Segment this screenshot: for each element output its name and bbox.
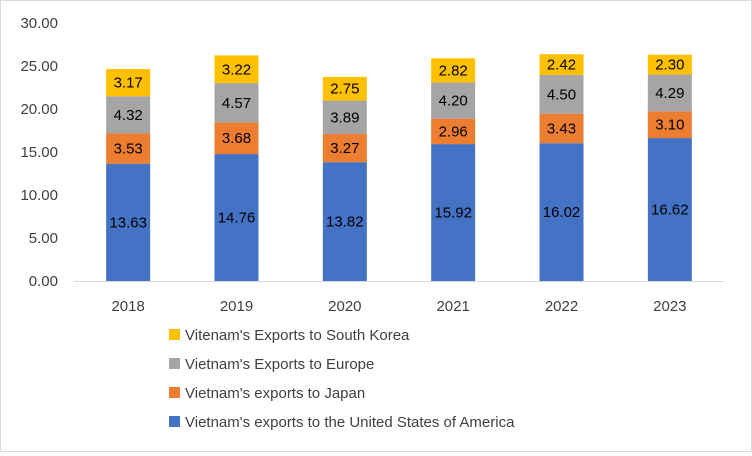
data-label: 3.27 <box>330 140 359 157</box>
x-tick-label: 2019 <box>220 298 253 315</box>
y-tick-label: 30.00 <box>20 15 58 32</box>
bar-segment <box>322 76 367 101</box>
bar-segment <box>214 122 259 155</box>
bar-segment <box>539 143 584 281</box>
bar-segment <box>431 58 476 83</box>
legend-label: Vietnam's exports to Japan <box>185 385 365 402</box>
data-label: 2.75 <box>330 81 359 98</box>
data-label: 2.96 <box>439 123 468 140</box>
data-label: 3.43 <box>547 120 576 137</box>
bar-segment <box>106 96 151 134</box>
x-tick-label: 2023 <box>653 298 686 315</box>
legend-swatch <box>169 329 180 340</box>
y-tick-label: 20.00 <box>20 101 58 118</box>
bar-segment <box>647 111 692 139</box>
bar-segment <box>322 134 367 163</box>
data-label: 4.50 <box>547 86 576 103</box>
legend-label: Vietnam's exports to the United States o… <box>185 414 515 431</box>
data-label: 3.17 <box>114 75 143 92</box>
data-label: 2.82 <box>439 62 468 79</box>
y-tick-label: 15.00 <box>20 144 58 161</box>
legend-label: Vitenam's Exports to South Korea <box>185 327 410 344</box>
legend: Vitenam's Exports to South Korea Vietnam'… <box>169 327 515 431</box>
legend-swatch <box>169 416 180 427</box>
y-tick-label: 10.00 <box>20 187 58 204</box>
bar-segment <box>214 154 259 281</box>
x-axis: 2018 2019 2020 2021 2022 2023 <box>74 281 724 315</box>
bar-segment <box>431 144 476 281</box>
data-label: 3.89 <box>330 109 359 126</box>
data-label: 3.22 <box>222 61 251 78</box>
data-label: 4.57 <box>222 95 251 112</box>
data-label: 4.20 <box>439 93 468 110</box>
bar-segment <box>214 55 259 84</box>
bar-segment <box>214 83 259 123</box>
data-label: 3.53 <box>114 141 143 158</box>
bar-segment <box>106 163 151 281</box>
legend-swatch <box>169 358 180 369</box>
bar-segment <box>106 133 151 164</box>
bar-segment <box>431 82 476 119</box>
data-label: 3.10 <box>655 117 684 134</box>
bar-segment <box>647 74 692 112</box>
data-label: 14.76 <box>218 210 256 227</box>
data-label: 2.42 <box>547 57 576 74</box>
data-label: 3.68 <box>222 130 251 147</box>
bar-segment <box>322 162 367 281</box>
data-label: 16.02 <box>543 204 581 221</box>
data-label: 15.92 <box>434 205 472 222</box>
data-label: 16.62 <box>651 202 689 219</box>
y-tick-label: 5.00 <box>29 230 58 247</box>
data-label: 13.63 <box>109 214 147 231</box>
y-tick-label: 25.00 <box>20 58 58 75</box>
bar-segment <box>539 54 584 76</box>
bar-segment <box>539 75 584 114</box>
bar-segment <box>539 113 584 144</box>
bar-segment <box>647 54 692 75</box>
y-tick-label: 0.00 <box>29 273 58 290</box>
x-tick-label: 2018 <box>111 298 144 315</box>
y-axis: 0.00 5.00 10.00 15.00 20.00 25.00 30.00 <box>20 15 58 290</box>
bar-segment <box>647 138 692 281</box>
x-tick-label: 2022 <box>545 298 578 315</box>
x-tick-label: 2021 <box>436 298 469 315</box>
legend-label: Vietnam's Exports to Europe <box>185 356 374 373</box>
bar-segment <box>431 118 476 145</box>
legend-swatch <box>169 387 180 398</box>
bar-segment <box>106 69 151 97</box>
data-label: 4.32 <box>114 107 143 124</box>
bars: 13.63 3.53 4.32 3.17 14.76 3.68 4.57 3.22 13.82 3… <box>106 54 692 281</box>
data-label: 2.30 <box>655 57 684 74</box>
data-label: 13.82 <box>326 214 364 231</box>
data-label: 4.29 <box>655 85 684 102</box>
bar-segment <box>322 100 367 135</box>
x-tick-label: 2020 <box>328 298 361 315</box>
